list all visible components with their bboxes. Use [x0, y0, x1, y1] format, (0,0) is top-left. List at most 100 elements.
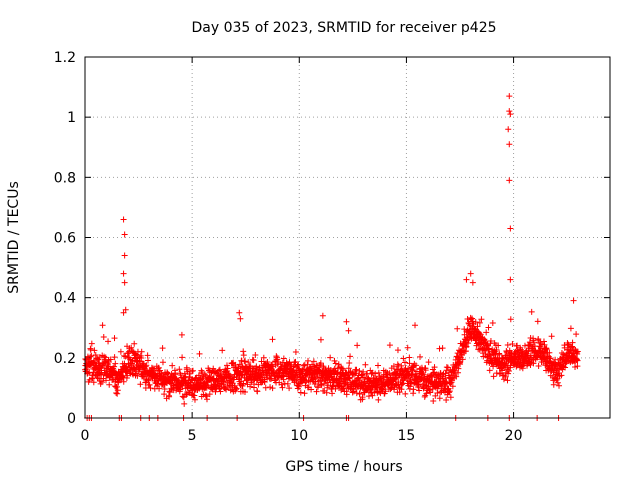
data-point — [223, 362, 230, 369]
data-point — [240, 380, 247, 387]
data-point — [155, 364, 162, 371]
data-point — [486, 367, 493, 374]
data-point — [107, 356, 114, 363]
y-tick-label: 0.4 — [54, 291, 76, 307]
data-point — [550, 381, 557, 388]
data-point — [111, 335, 118, 342]
data-point — [375, 396, 382, 403]
data-point — [443, 364, 450, 371]
x-axis-label: GPS time / hours — [285, 459, 402, 475]
data-point — [507, 111, 514, 118]
data-point — [472, 318, 479, 325]
data-point — [476, 319, 483, 326]
data-point — [166, 393, 173, 400]
data-point — [505, 367, 512, 374]
data-point — [573, 357, 580, 364]
data-point — [278, 381, 285, 388]
y-tick-label: 1 — [67, 110, 76, 126]
data-point — [241, 389, 248, 396]
data-point — [569, 339, 576, 346]
data-point — [177, 371, 184, 378]
data-point — [487, 338, 494, 345]
data-point — [121, 352, 128, 359]
data-point — [321, 380, 328, 387]
data-point — [513, 363, 520, 370]
data-point — [122, 306, 129, 313]
data-point — [416, 387, 423, 394]
data-point — [429, 373, 436, 380]
data-point — [147, 385, 154, 392]
data-point — [327, 354, 334, 361]
data-point — [507, 316, 514, 323]
data-point — [260, 354, 267, 361]
data-point — [554, 379, 561, 386]
data-point — [317, 360, 324, 367]
y-tick-label: 1.2 — [54, 50, 76, 66]
data-point — [408, 380, 415, 387]
data-point — [245, 359, 252, 366]
data-point — [111, 363, 118, 370]
x-tick-label: 0 — [81, 428, 90, 444]
data-point — [250, 357, 257, 364]
data-point — [453, 373, 460, 380]
data-point — [534, 318, 541, 325]
data-point — [430, 397, 437, 404]
data-point — [114, 390, 121, 397]
data-point — [195, 372, 202, 379]
data-point — [457, 361, 464, 368]
x-tick-label: 10 — [290, 428, 308, 444]
data-point — [409, 372, 416, 379]
data-point — [573, 356, 580, 363]
data-point — [235, 364, 242, 371]
data-point — [346, 360, 353, 367]
data-point — [356, 390, 363, 397]
data-point — [463, 276, 470, 283]
data-point — [240, 348, 247, 355]
data-point — [573, 331, 580, 338]
data-point — [117, 348, 124, 355]
data-point — [215, 367, 222, 374]
data-point — [574, 363, 581, 370]
data-point — [556, 382, 563, 389]
data-point — [504, 342, 511, 349]
data-point — [499, 372, 506, 379]
data-point — [535, 362, 542, 369]
data-point — [404, 344, 411, 351]
data-point — [570, 297, 577, 304]
data-point — [105, 338, 112, 345]
data-point — [88, 340, 95, 347]
data-point — [474, 323, 481, 330]
data-point — [509, 341, 516, 348]
data-point — [465, 340, 472, 347]
data-point — [196, 350, 203, 357]
data-point — [386, 342, 393, 349]
data-point — [180, 394, 187, 401]
data-point — [574, 357, 581, 364]
data-point — [574, 348, 581, 355]
data-point — [236, 309, 243, 316]
data-point — [347, 353, 354, 360]
data-point — [313, 388, 320, 395]
data-point — [121, 279, 128, 286]
data-point — [431, 364, 438, 371]
data-point — [305, 357, 312, 364]
data-point — [493, 346, 500, 353]
data-point — [262, 384, 269, 391]
data-point — [120, 216, 127, 223]
data-point — [224, 365, 231, 372]
data-point — [386, 370, 393, 377]
data-point — [280, 355, 287, 362]
data-point — [505, 126, 512, 133]
data-point — [254, 388, 261, 395]
data-point — [91, 347, 98, 354]
data-point — [279, 384, 286, 391]
data-point — [375, 362, 382, 369]
data-point — [161, 391, 168, 398]
data-point — [144, 357, 151, 364]
data-point — [369, 369, 376, 376]
data-point — [308, 386, 315, 393]
data-point — [360, 368, 367, 375]
data-point — [436, 395, 443, 402]
data-point — [114, 387, 121, 394]
data-point — [481, 347, 488, 354]
